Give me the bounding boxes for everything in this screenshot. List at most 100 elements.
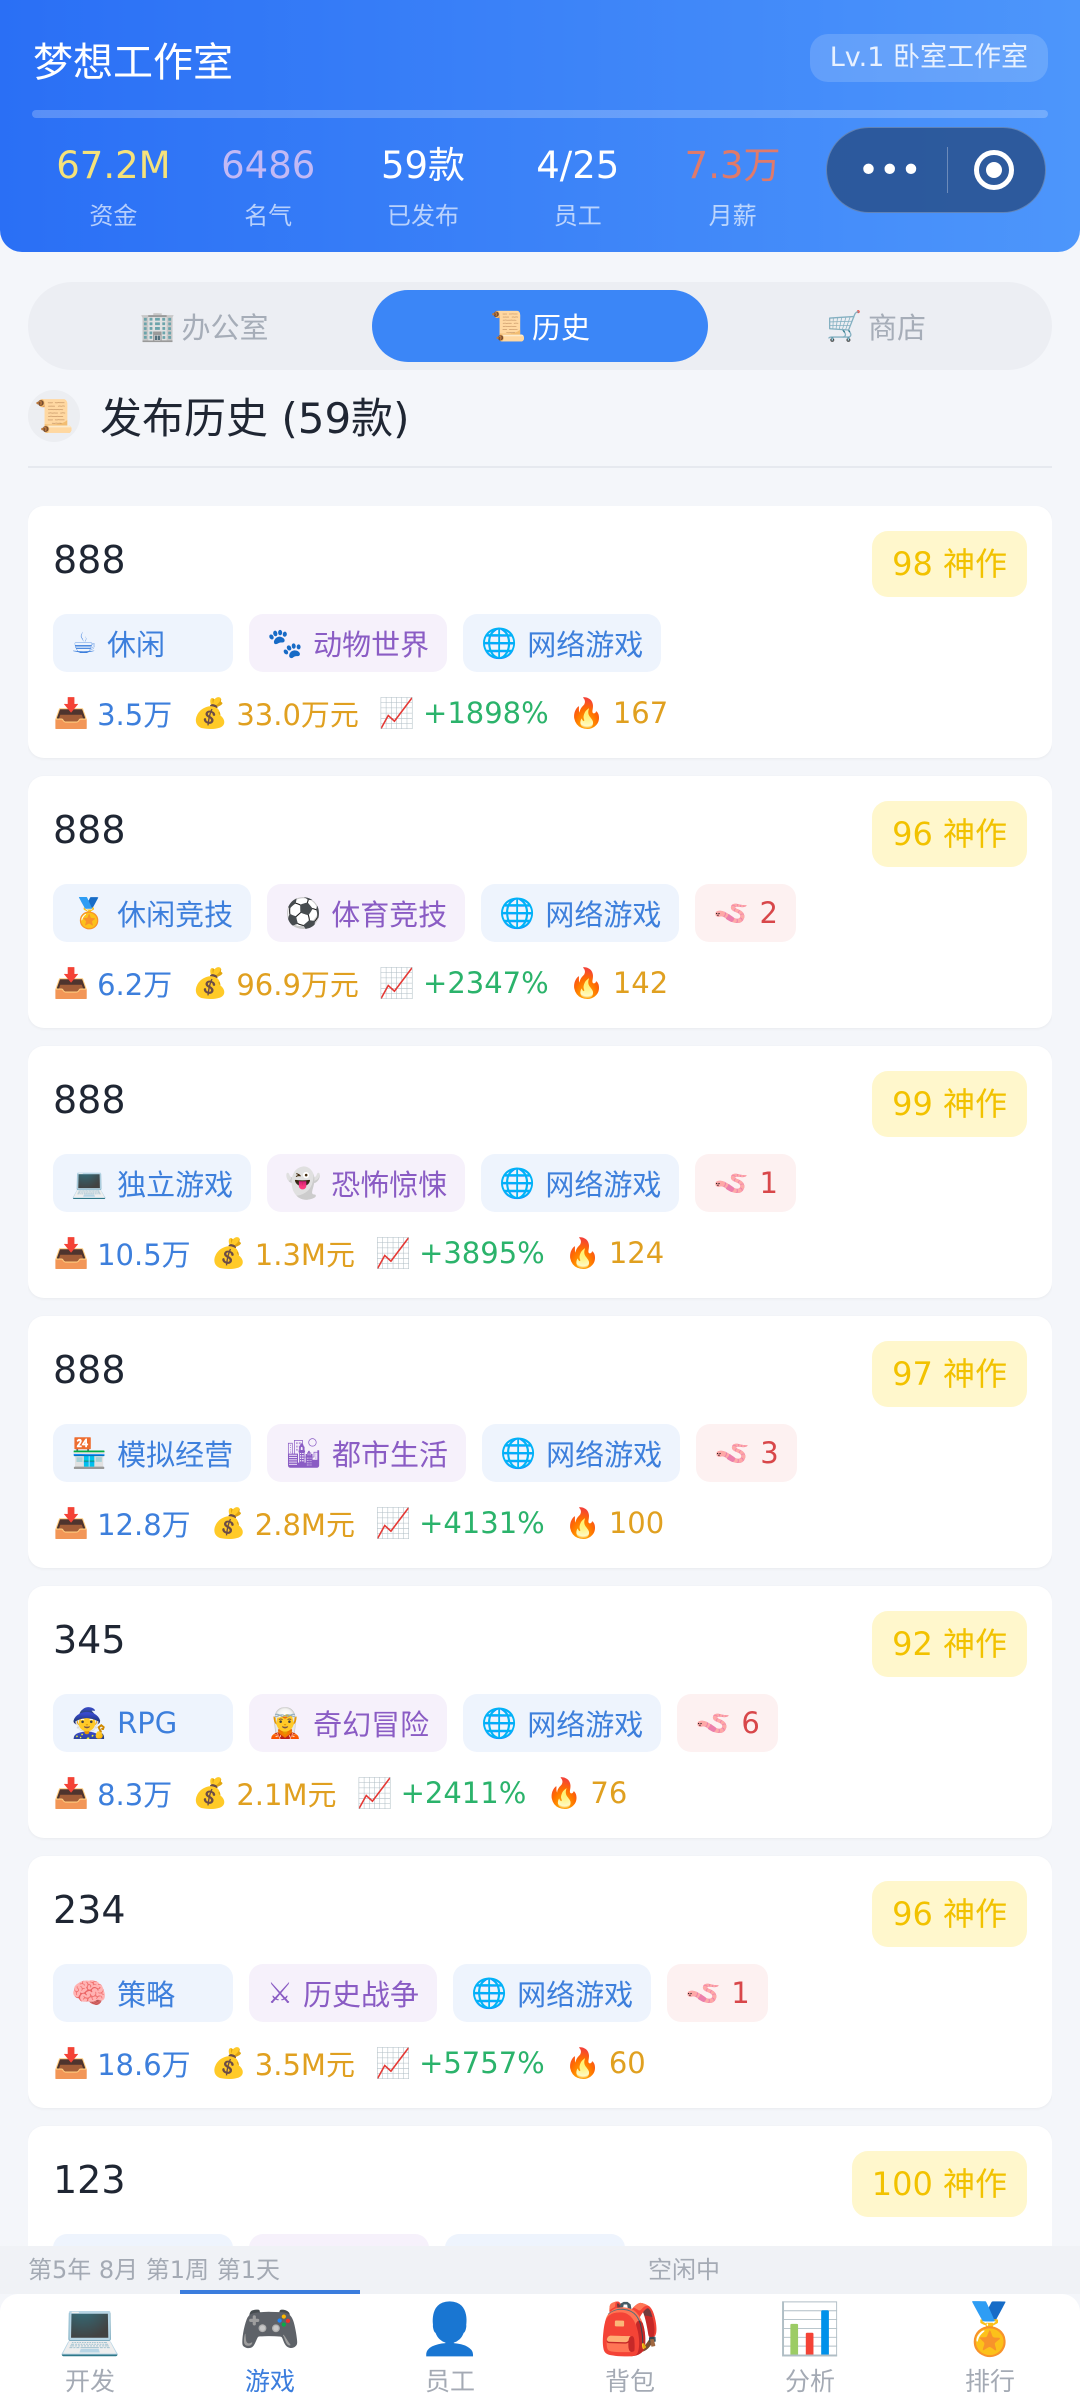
metric-downloads: 📥 18.6万 <box>53 2042 191 2084</box>
nav-item-0[interactable]: 💻 开发 <box>0 2294 180 2400</box>
game-card[interactable]: 888 96 神作 🏅 休闲竞技 ⚽ 体育竞技 🌐 网络游戏 🪱 2 📥 6.2万 💰 96.9万元 📈 +2… <box>28 776 1052 1028</box>
nav-label: 分析 <box>784 2367 835 2396</box>
nav-item-2[interactable]: 👤 员工 <box>360 2294 540 2400</box>
game-metrics: 📥 12.8万 💰 2.8M元 📈 +4131% 🔥 100 <box>53 1502 664 1544</box>
tab-icon: 📜 <box>489 308 527 343</box>
metric-downloads: 📥 3.5万 <box>53 692 172 734</box>
tab-2[interactable]: 🛒 商店 <box>708 290 1044 362</box>
metric-downloads: 📥 12.8万 <box>53 1502 191 1544</box>
metric-downloads-value: 3.5万 <box>97 698 173 732</box>
tag-icon: 🌐 <box>471 1975 508 2010</box>
tag-theme <box>249 2234 429 2246</box>
game-name: 888 <box>53 538 126 582</box>
tag-genre: 🏅 休闲竞技 <box>53 884 252 942</box>
nav-item-1[interactable]: 🎮 游戏 <box>180 2294 360 2400</box>
close-target-icon[interactable] <box>974 150 1015 190</box>
tag-seq: 🪱 1 <box>695 1154 796 1212</box>
tag-icon: 🌐 <box>499 1165 536 1200</box>
heat-icon: 🔥 <box>564 1505 601 1540</box>
tag-net: 🌐 网络游戏 <box>481 1424 681 1482</box>
score-badge: 100 神作 <box>851 2151 1027 2217</box>
metric-downloads-value: 12.8万 <box>97 1508 191 1542</box>
game-tags: 🏅 休闲竞技 ⚽ 体育竞技 🌐 网络游戏 🪱 2 <box>53 884 796 942</box>
metric-heat-value: 167 <box>612 696 669 730</box>
nav-item-5[interactable]: 🏅 排行 <box>900 2294 1080 2400</box>
bottom-nav: 💻 开发 🎮 游戏 👤 员工 🎒 背包 📊 分析 🏅 排行 <box>0 2294 1080 2400</box>
game-metrics: 📥 6.2万 💰 96.9万元 📈 +2347% 🔥 142 <box>53 962 668 1004</box>
downloads-icon: 📥 <box>53 965 90 1000</box>
tag-label: 1 <box>731 1976 750 2010</box>
tag-label: 2 <box>759 896 778 930</box>
nav-icon: 🏅 <box>958 2300 1022 2358</box>
nav-item-3[interactable]: 🎒 背包 <box>540 2294 720 2400</box>
tag-net: 🌐 网络游戏 <box>481 884 680 942</box>
tab-0[interactable]: 🏢 办公室 <box>36 290 372 362</box>
metric-heat-value: 60 <box>608 2046 646 2080</box>
game-card[interactable]: 234 96 神作 🧠 策略 ⚔ 历史战争 🌐 网络游戏 🪱 1 📥 18.6万 💰 3.5M元 📈 +575… <box>28 1856 1052 2108</box>
tag-icon: 🪱 <box>713 1165 750 1200</box>
metric-growth-value: +2411% <box>400 1776 527 1810</box>
tag-theme: 🧝 奇幻冒险 <box>249 1694 448 1752</box>
game-date: 第5年 8月 第1周 第1天 <box>28 2256 280 2284</box>
scroll-icon: 📜 <box>28 389 80 442</box>
divider <box>28 466 1052 468</box>
stat-3: 4/25 员工 <box>500 140 655 231</box>
revenue-icon: 💰 <box>210 1505 247 1540</box>
tag-label: 历史战争 <box>303 1978 420 2012</box>
metric-downloads: 📥 10.5万 <box>53 1232 191 1274</box>
stats-row: 67.2M 资金 6486 名气 59款 已发布 4/25 员工 7.3万 月薪 <box>36 140 810 231</box>
stat-label: 资金 <box>89 202 138 230</box>
growth-icon: 📈 <box>378 695 416 730</box>
metric-revenue-value: 33.0万元 <box>236 698 359 732</box>
nav-label: 员工 <box>424 2367 475 2396</box>
downloads-icon: 📥 <box>53 1505 90 1540</box>
tag-genre: ☕ 休闲 <box>53 614 233 672</box>
tag-theme: 🐾 动物世界 <box>249 614 448 672</box>
stat-1: 6486 名气 <box>191 140 346 231</box>
studio-level-badge[interactable]: Lv.1 卧室工作室 <box>809 34 1048 82</box>
tab-label: 历史 <box>532 311 591 345</box>
growth-icon: 📈 <box>378 965 416 1000</box>
game-tags <box>53 2234 625 2246</box>
metric-heat: 🔥 167 <box>569 696 668 731</box>
tag-icon: 🏙 <box>285 1435 322 1470</box>
status-bar: 第5年 8月 第1周 第1天 空闲中 <box>0 2246 1080 2294</box>
metric-heat-value: 76 <box>590 1776 628 1810</box>
section-title: 发布历史 (59款) <box>100 394 410 443</box>
metric-growth: 📈 +2347% <box>379 966 549 1001</box>
capsule-divider <box>947 147 949 193</box>
tab-1[interactable]: 📜 历史 <box>372 290 708 362</box>
nav-label: 开发 <box>64 2367 115 2396</box>
game-card[interactable]: 345 92 神作 🧙 RPG 🧝 奇幻冒险 🌐 网络游戏 🪱 6 📥 8.3万 💰 2.1M元 📈 +241… <box>28 1586 1052 1838</box>
tag-icon: 🐾 <box>267 625 304 660</box>
game-name: 888 <box>53 1078 126 1122</box>
game-name: 888 <box>53 808 126 852</box>
game-history-list[interactable]: 888 98 神作 ☕ 休闲 🐾 动物世界 🌐 网络游戏 📥 3.5万 💰 33.0万元 📈 +1898%… <box>28 506 1052 2246</box>
metric-revenue: 💰 3.5M元 <box>211 2042 355 2084</box>
revenue-icon: 💰 <box>192 695 229 730</box>
tag-label: 休闲 <box>107 628 166 662</box>
stat-value: 6486 <box>221 144 316 187</box>
revenue-icon: 💰 <box>192 965 229 1000</box>
metric-revenue-value: 2.8M元 <box>254 1508 355 1542</box>
game-metrics: 📥 3.5万 💰 33.0万元 📈 +1898% 🔥 167 <box>53 692 668 734</box>
stat-value: 4/25 <box>536 144 620 187</box>
tag-theme: ⚽ 体育竞技 <box>267 884 466 942</box>
stat-2: 59款 已发布 <box>346 140 501 231</box>
revenue-icon: 💰 <box>210 2045 247 2080</box>
game-card[interactable]: 888 97 神作 🏪 模拟经营 🏙 都市生活 🌐 网络游戏 🪱 3 📥 12.8万 💰 2.8M元 📈 +4… <box>28 1316 1052 1568</box>
stat-label: 已发布 <box>386 202 459 230</box>
more-button[interactable]: ••• <box>857 149 922 191</box>
heat-icon: 🔥 <box>568 695 605 730</box>
tag-label: 6 <box>741 1706 760 1740</box>
nav-icon: 💻 <box>58 2300 122 2358</box>
game-card[interactable]: 123 100 神作 <box>28 2126 1052 2246</box>
nav-label: 游戏 <box>244 2367 295 2396</box>
metric-growth-value: +4131% <box>419 1506 545 1540</box>
game-card[interactable]: 888 98 神作 ☕ 休闲 🐾 动物世界 🌐 网络游戏 📥 3.5万 💰 33.0万元 📈 +1898%… <box>28 506 1052 758</box>
game-card[interactable]: 888 99 神作 💻 独立游戏 👻 恐怖惊悚 🌐 网络游戏 🪱 1 📥 10.5万 💰 1.3M元 📈 +3… <box>28 1046 1052 1298</box>
tab-icon: 🏢 <box>139 308 176 343</box>
tag-seq: 🪱 6 <box>677 1694 778 1752</box>
nav-item-4[interactable]: 📊 分析 <box>720 2294 900 2400</box>
growth-icon: 📈 <box>374 2045 412 2080</box>
